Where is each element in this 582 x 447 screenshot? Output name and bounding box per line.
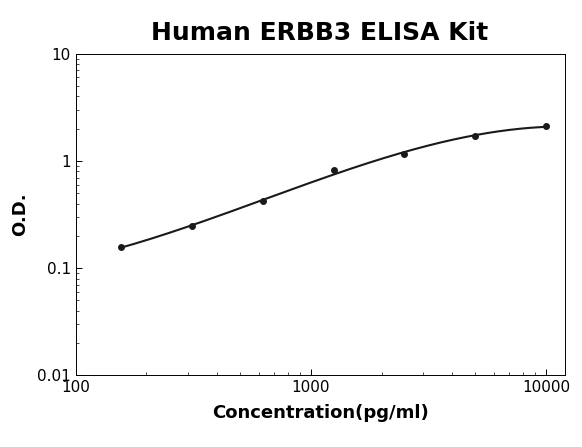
Title: Human ERBB3 ELISA Kit: Human ERBB3 ELISA Kit [151, 21, 489, 45]
Y-axis label: O.D.: O.D. [10, 193, 29, 236]
X-axis label: Concentration(pg/ml): Concentration(pg/ml) [212, 404, 428, 422]
